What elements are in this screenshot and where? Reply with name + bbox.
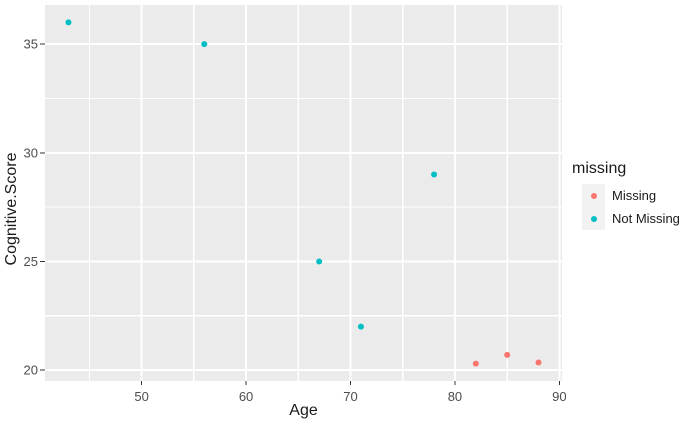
x-tick-label: 90	[552, 389, 566, 404]
data-point	[316, 258, 323, 265]
data-point	[472, 360, 479, 367]
legend-point-icon	[590, 192, 597, 199]
legend-entry: Missing	[572, 184, 680, 207]
legend-title: missing	[572, 160, 627, 177]
y-tick-label: 25	[24, 254, 38, 269]
y-tick-label: 35	[24, 37, 38, 52]
x-tick-label: 70	[343, 389, 357, 404]
data-point	[431, 171, 438, 178]
legend-key	[582, 207, 605, 230]
legend-entry: Not Missing	[572, 207, 680, 230]
y-axis-title: Cognitive.Score	[3, 152, 20, 266]
legend-point-icon	[590, 215, 597, 222]
data-point	[357, 323, 364, 330]
data-point	[65, 19, 72, 26]
legend-entries: Missing Not Missing	[572, 184, 680, 230]
legend-key	[582, 184, 605, 207]
legend-entry-label: Not Missing	[612, 211, 680, 226]
x-tick-label: 50	[134, 389, 148, 404]
x-axis-title: Age	[289, 402, 318, 419]
data-point	[504, 351, 511, 358]
panel-background	[45, 5, 562, 381]
x-tick-label: 60	[239, 389, 253, 404]
legend: missing Missing Not Missing	[572, 160, 680, 230]
y-tick-label: 20	[24, 363, 38, 378]
data-point	[535, 359, 542, 366]
y-tick-label: 30	[24, 145, 38, 160]
legend-entry-label: Missing	[612, 188, 657, 203]
x-tick-label: 80	[448, 389, 462, 404]
data-point	[201, 41, 208, 48]
